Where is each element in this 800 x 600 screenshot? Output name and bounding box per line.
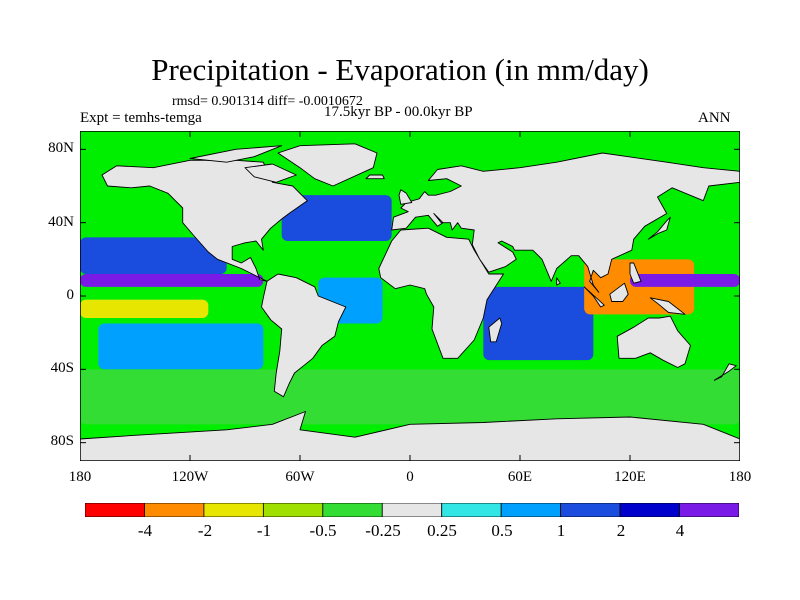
landmass-philippines [629, 262, 642, 284]
colorbar-swatch [619, 502, 680, 518]
plot-title: Precipitation - Evaporation (in mm/day) [151, 52, 649, 87]
lon-tick-label: 0 [406, 469, 414, 485]
map-panel [80, 131, 740, 461]
region-central-pacific-itcz [80, 274, 264, 287]
landmass-iceland [365, 174, 385, 180]
landmass-japan [647, 216, 671, 240]
landmass-africa [378, 227, 504, 359]
lon-tick-label: 180 [68, 469, 92, 485]
lon-tick-label: 180 [728, 469, 752, 485]
landmass-baffin-island [244, 163, 297, 183]
landmass-borneo [609, 282, 629, 302]
statistics-label: rmsd= 0.901314 diff= -0.0010672 [172, 94, 363, 109]
lon-tick-label: 120W [171, 469, 209, 485]
colorbar-swatch [84, 502, 145, 518]
landmass-greenland [277, 143, 378, 187]
landmass-uk [398, 189, 413, 205]
colorbar-swatch [500, 502, 562, 518]
colorbar-label: -0.5 [309, 521, 337, 540]
landmass-sri-lanka [556, 277, 561, 286]
landmass-new-guinea [649, 297, 686, 315]
region-north-pacific-subtropical-band [80, 237, 227, 274]
colorbar-label: 0.5 [491, 521, 513, 540]
landmass-new-zealand [713, 363, 737, 381]
region-indian-ocean [483, 286, 594, 361]
colorbar-swatch [144, 502, 205, 518]
experiment-label: Expt = temhs-temga [80, 110, 202, 126]
landmass-sumatra [583, 286, 605, 308]
lon-tick-label: 60E [507, 469, 533, 485]
lon-tick-label: 60W [285, 469, 315, 485]
lat-tick-label: 80S [50, 433, 74, 449]
colorbar-swatch [560, 502, 621, 518]
colorbar-label: -0.25 [365, 521, 401, 540]
colorbar-swatch [679, 502, 740, 518]
region-south-pacific-dry-band [80, 299, 209, 318]
landmass-antarctica [80, 411, 740, 461]
landmass-madagascar [488, 317, 503, 343]
period-label: 17.5kyr BP - 00.0kyr BP [324, 104, 473, 120]
colorbar-label: 0.25 [427, 521, 457, 540]
region-west-pacific-warm-pool [630, 274, 740, 287]
colorbar-swatch [203, 502, 264, 518]
colorbar-label: -1 [256, 521, 272, 540]
colorbar-label: -2 [197, 521, 213, 540]
colorbar-swatch [441, 502, 502, 518]
landmass-south-america [261, 273, 347, 398]
colorbar-label: -4 [137, 521, 153, 540]
axis-ticks [80, 131, 740, 461]
continents [80, 143, 740, 461]
landmass-arctic-islands [189, 145, 283, 163]
colorbar-swatch [381, 502, 443, 518]
lat-tick-label: 0 [66, 287, 75, 303]
lat-tick-label: 40N [48, 214, 74, 230]
region-south-pacific [98, 323, 264, 370]
region-north-atlantic-storm-track [281, 195, 392, 241]
region-southern-ocean [80, 369, 740, 425]
landmass-eurasia [391, 152, 740, 293]
colorbar-swatch [322, 502, 383, 518]
lat-tick-label: 80N [48, 140, 74, 156]
lon-tick-label: 120E [614, 469, 646, 485]
colorbar-label: 1 [556, 521, 566, 540]
colorbar-label: 2 [616, 521, 626, 540]
colorbar-label: 4 [675, 521, 685, 540]
lat-tick-label: 40S [50, 360, 74, 376]
colorbar [84, 502, 740, 518]
landmass-australia [616, 315, 691, 368]
season-label: ANN [698, 110, 731, 126]
colorbar-swatch [262, 502, 324, 518]
